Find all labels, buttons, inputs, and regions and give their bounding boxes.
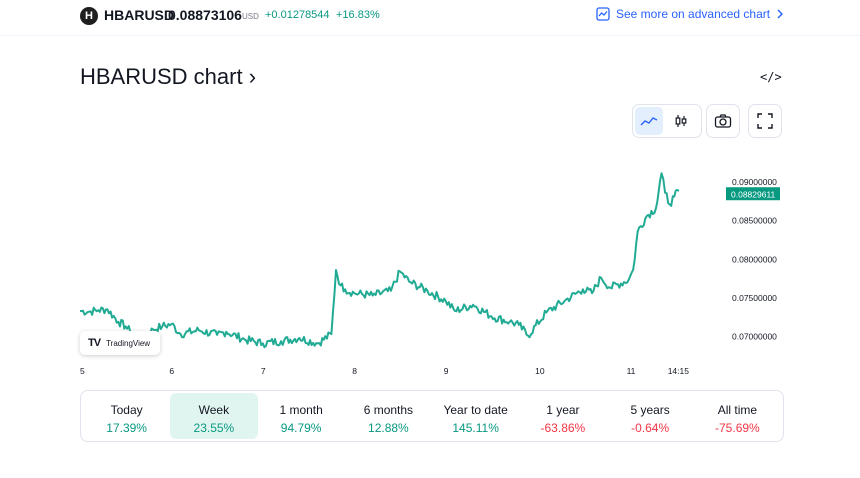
performance-period-label: 5 years	[630, 403, 670, 417]
fullscreen-group	[748, 104, 782, 138]
last-value-marker	[726, 187, 780, 201]
x-tick-label: 11	[627, 366, 636, 376]
price-line	[80, 172, 680, 349]
performance-value: 145.11%	[452, 421, 499, 435]
performance-value: -75.69%	[715, 421, 760, 435]
performance-value: 17.39%	[106, 421, 147, 435]
y-tick-label: 0.08000000	[732, 254, 777, 264]
price-chart[interactable]: 0.09000000 0.08500000 0.08000000 0.07500000…	[80, 150, 780, 378]
performance-tab[interactable]: Today 17.39%	[83, 393, 170, 439]
y-tick-label: 0.08500000	[732, 216, 777, 226]
hedera-logo-icon: H	[80, 7, 98, 25]
performance-period-label: All time	[717, 403, 758, 417]
fullscreen-button[interactable]	[751, 107, 779, 135]
performance-period-label: 1 month	[279, 403, 323, 417]
embed-code-icon[interactable]: </>	[760, 70, 782, 84]
symbol-price: 0.08873106	[168, 7, 242, 23]
performance-tab[interactable]: All time -75.69%	[694, 393, 781, 439]
y-tick-label: 0.07500000	[732, 293, 777, 303]
price-change: +0.01278544	[265, 9, 330, 21]
candles-icon	[675, 115, 687, 127]
x-tick-label: 7	[261, 366, 266, 376]
chart-style-group	[632, 104, 702, 138]
symbol-name[interactable]: HBARUSD	[104, 7, 174, 23]
performance-tab[interactable]: Year to date 145.11%	[432, 393, 519, 439]
chevron-right-icon	[777, 9, 784, 19]
performance-value: 94.79%	[280, 421, 322, 435]
snapshot-button[interactable]	[709, 107, 737, 135]
performance-value: 12.88%	[368, 421, 409, 435]
x-tick-label: 14:15	[668, 366, 690, 376]
candles-button[interactable]	[667, 107, 695, 135]
performance-period-label: 1 year	[546, 403, 580, 417]
x-tick-label: 9	[444, 366, 449, 376]
last-value-label: 0.08829611	[731, 190, 776, 200]
x-tick-label: 6	[169, 366, 174, 376]
chart-box-icon	[596, 7, 610, 21]
performance-period-label: 6 months	[363, 403, 414, 417]
y-tick-label: 0.09000000	[732, 177, 777, 187]
performance-tab[interactable]: 1 year -63.86%	[519, 393, 606, 439]
line-chart-button[interactable]	[635, 107, 663, 135]
symbol-header: H HBARUSD 0.08873106 USD +0.01278544 +16…	[0, 0, 860, 36]
performance-value: -0.64%	[631, 421, 670, 435]
performance-tab[interactable]: 6 months 12.88%	[345, 393, 432, 439]
camera-icon	[714, 114, 732, 128]
price-chart-svg: 0.09000000 0.08500000 0.08000000 0.07500000…	[80, 172, 780, 376]
line-chart-icon	[640, 117, 658, 126]
performance-tabs: Today 17.39% Week 23.55% 1 month 94.79% 6 mont…	[80, 390, 784, 442]
performance-period-label: Week	[198, 403, 230, 417]
fullscreen-icon	[757, 113, 773, 129]
tradingview-logo-icon: TV	[88, 337, 101, 349]
snapshot-group	[706, 104, 740, 138]
price-currency: USD	[242, 12, 259, 21]
advanced-chart-label: See more on advanced chart	[616, 7, 771, 21]
x-tick-label: 8	[352, 366, 357, 376]
x-tick-label: 5	[80, 366, 85, 376]
performance-tab[interactable]: 1 month 94.79%	[258, 393, 345, 439]
chart-title[interactable]: HBARUSD chart ›	[80, 64, 257, 89]
performance-period-label: Today	[110, 403, 143, 417]
performance-period-label: Year to date	[443, 403, 508, 417]
price-change-percent: +16.83%	[336, 9, 380, 21]
tradingview-badge[interactable]: TV TradingView	[80, 331, 160, 355]
performance-value: -63.86%	[540, 421, 586, 435]
tradingview-label: TradingView	[106, 338, 151, 348]
y-tick-label: 0.07000000	[732, 332, 777, 342]
advanced-chart-link[interactable]: See more on advanced chart	[596, 7, 784, 21]
performance-tab[interactable]: Week 23.55%	[170, 393, 258, 439]
performance-tab[interactable]: 5 years -0.64%	[607, 393, 694, 439]
performance-value: 23.55%	[193, 421, 235, 435]
x-tick-label: 10	[535, 366, 545, 376]
